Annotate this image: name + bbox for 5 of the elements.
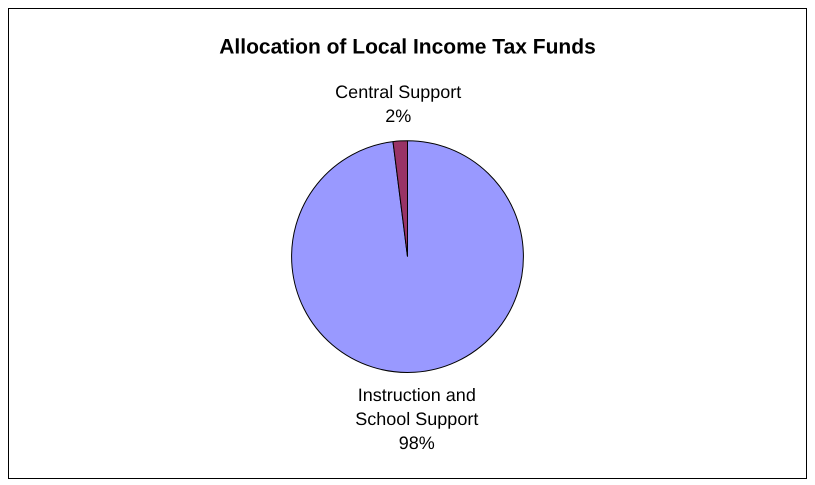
data-label: 98% bbox=[398, 433, 435, 454]
chart-title: Allocation of Local Income Tax Funds bbox=[219, 35, 596, 58]
slice-label: Instruction and School Support bbox=[355, 385, 478, 430]
slice-label: Central Support bbox=[335, 82, 462, 102]
data-label: 2% bbox=[385, 106, 412, 126]
